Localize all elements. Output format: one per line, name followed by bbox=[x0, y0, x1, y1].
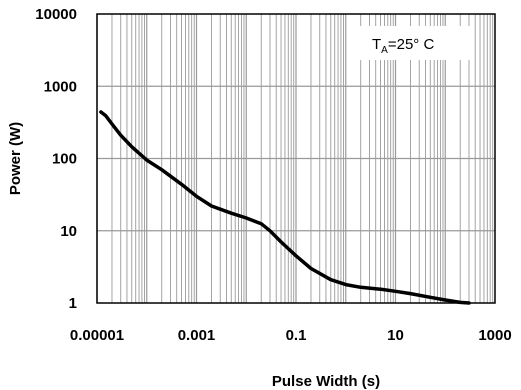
annotation-box: TA=25° C bbox=[358, 26, 470, 60]
y-tick-label: 1 bbox=[69, 295, 77, 312]
annotation-subscript: A bbox=[381, 45, 388, 56]
y-tick-label: 100 bbox=[52, 151, 77, 168]
series-line bbox=[99, 110, 471, 305]
annotation-background bbox=[358, 26, 470, 60]
x-tick-label: 0.001 bbox=[178, 327, 216, 344]
annotation-text: TA=25° C bbox=[372, 36, 434, 56]
x-tick-labels: 0.00001 0.001 0.1 10 1000 bbox=[70, 327, 512, 344]
x-tick-label: 0.1 bbox=[286, 327, 307, 344]
series-layer bbox=[99, 110, 471, 305]
x-tick-label: 0.00001 bbox=[70, 327, 124, 344]
annotation-main: T bbox=[372, 36, 381, 53]
y-tick-label: 1000 bbox=[44, 78, 77, 95]
y-tick-labels: 1 10 100 1000 10000 bbox=[35, 6, 77, 312]
x-tick-label: 1000 bbox=[478, 327, 511, 344]
y-axis-title: Power (W) bbox=[7, 122, 24, 195]
x-tick-label: 10 bbox=[387, 327, 404, 344]
grid bbox=[96, 14, 495, 303]
y-tick-label: 10000 bbox=[35, 6, 77, 23]
annotation-rest: =25° C bbox=[388, 36, 435, 53]
x-axis-title: Pulse Width (s) bbox=[272, 373, 380, 390]
plot-area-frame bbox=[96, 13, 496, 304]
y-tick-label: 10 bbox=[60, 223, 77, 240]
